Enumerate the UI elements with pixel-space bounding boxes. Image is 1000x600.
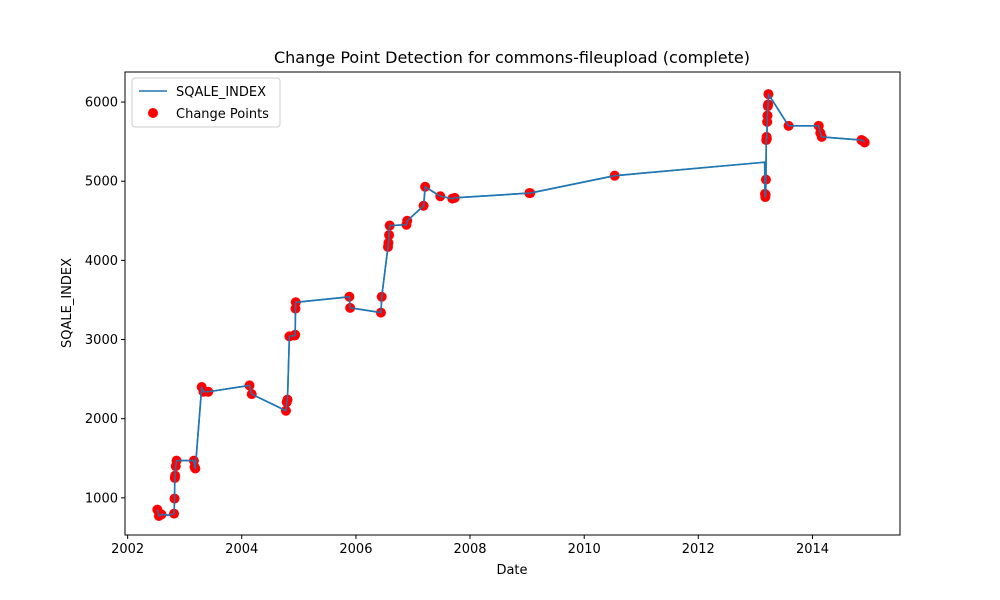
y-tick-label: 1000: [85, 491, 118, 506]
y-axis-title: SQALE_INDEX: [60, 258, 75, 348]
y-tick-label: 3000: [85, 333, 118, 348]
plot-frame: [124, 71, 901, 536]
x-tick-label: 2008: [453, 542, 486, 557]
x-tick-label: 2012: [682, 542, 715, 557]
legend: SQALE_INDEX Change Points: [131, 77, 281, 128]
legend-box: [131, 77, 281, 128]
y-axis: 1000 2000 3000 4000 5000 6000: [85, 96, 125, 506]
y-tick-label: 4000: [85, 254, 118, 269]
legend-label-points: Change Points: [176, 107, 269, 122]
y-tick-label: 2000: [85, 412, 118, 427]
chart-title: Change Point Detection for commons-fileu…: [274, 48, 750, 67]
plot-area: [152, 89, 870, 522]
x-tick-label: 2004: [225, 542, 258, 557]
x-axis-title: Date: [496, 563, 527, 578]
x-tick-label: 2002: [111, 542, 144, 557]
x-tick-label: 2006: [339, 542, 372, 557]
y-tick-label: 6000: [85, 96, 118, 111]
series-line-overlay: [156, 93, 866, 517]
x-tick-label: 2014: [796, 542, 829, 557]
y-tick-label: 5000: [85, 175, 118, 190]
legend-label-line: SQALE_INDEX: [176, 85, 266, 100]
x-axis: 2002 2004 2006 2008 2010 2012 2014: [111, 535, 829, 557]
legend-marker-swatch: [148, 108, 158, 118]
x-tick-label: 2010: [568, 542, 601, 557]
